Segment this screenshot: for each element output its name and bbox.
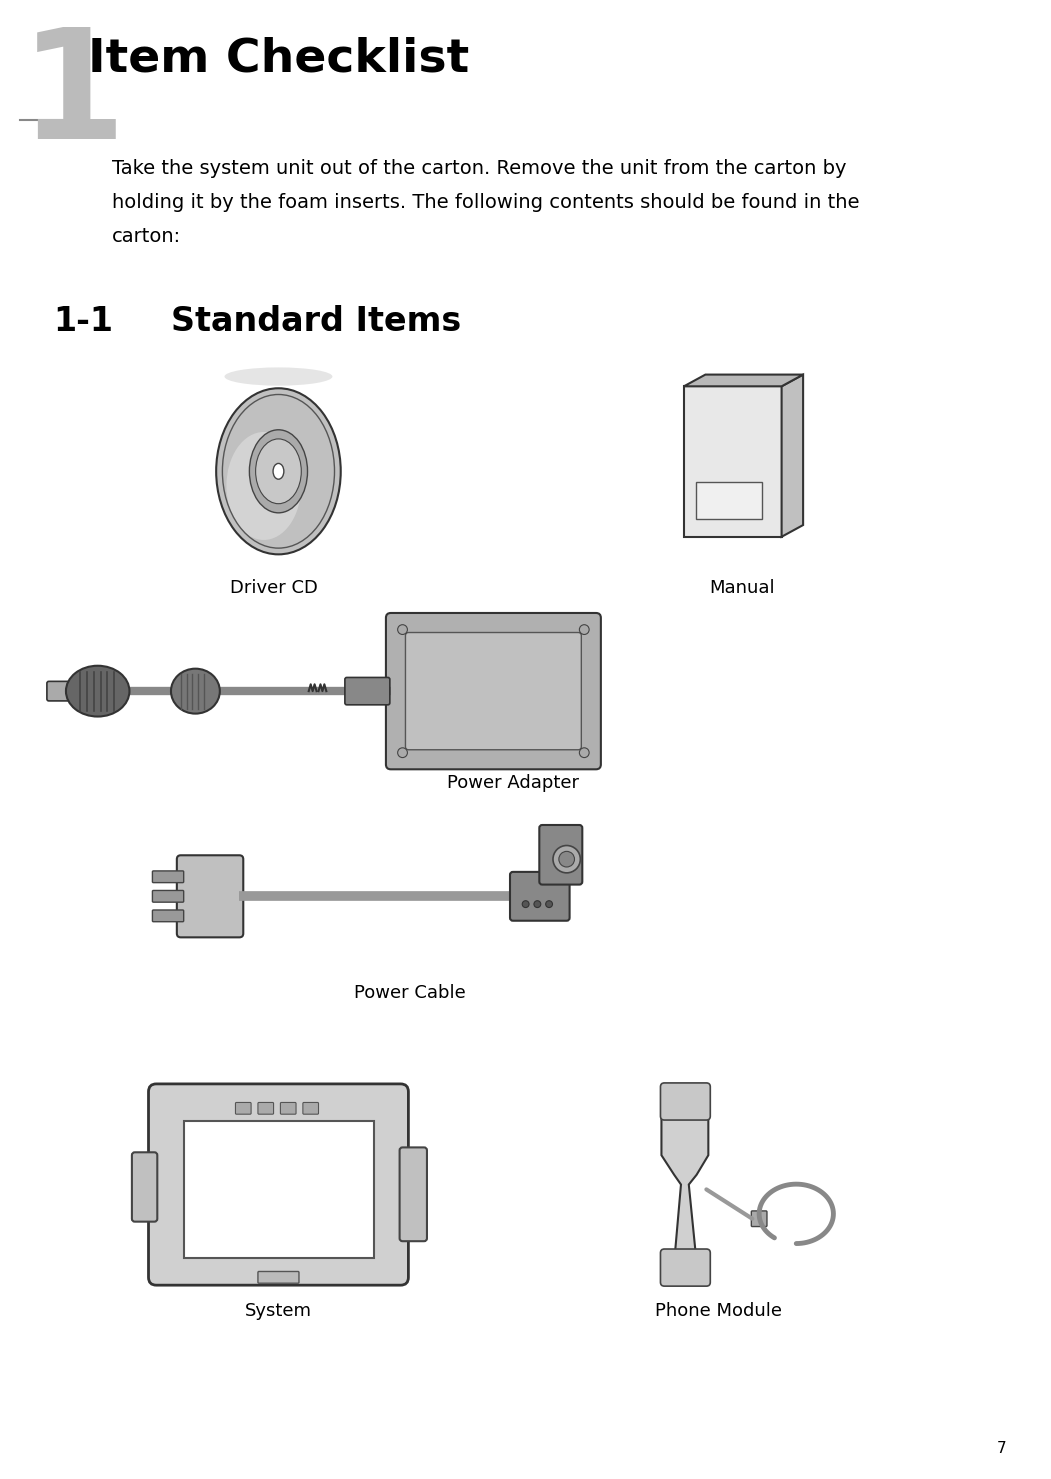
Ellipse shape xyxy=(225,367,332,386)
Text: holding it by the foam inserts. The following contents should be found in the: holding it by the foam inserts. The foll… xyxy=(112,192,860,211)
FancyBboxPatch shape xyxy=(660,1083,710,1120)
FancyBboxPatch shape xyxy=(660,1250,710,1287)
Circle shape xyxy=(579,748,590,757)
Circle shape xyxy=(553,846,580,873)
FancyBboxPatch shape xyxy=(257,1272,298,1284)
Polygon shape xyxy=(684,374,803,386)
FancyBboxPatch shape xyxy=(406,633,581,750)
FancyBboxPatch shape xyxy=(235,1102,251,1114)
Text: Item Checklist: Item Checklist xyxy=(88,37,469,81)
FancyBboxPatch shape xyxy=(177,855,243,938)
Text: Manual: Manual xyxy=(709,578,776,598)
Text: Power Cable: Power Cable xyxy=(354,984,467,1003)
Text: Power Adapter: Power Adapter xyxy=(447,774,579,793)
FancyBboxPatch shape xyxy=(399,1148,427,1241)
Text: 7: 7 xyxy=(996,1442,1006,1457)
Text: 1: 1 xyxy=(20,22,126,172)
FancyBboxPatch shape xyxy=(152,890,184,902)
Text: Standard Items: Standard Items xyxy=(171,305,461,339)
FancyBboxPatch shape xyxy=(152,910,184,921)
Circle shape xyxy=(579,624,590,634)
Text: carton:: carton: xyxy=(112,228,182,246)
FancyBboxPatch shape xyxy=(510,873,570,921)
Text: Driver CD: Driver CD xyxy=(229,578,317,598)
FancyBboxPatch shape xyxy=(281,1102,296,1114)
FancyBboxPatch shape xyxy=(345,677,390,705)
Polygon shape xyxy=(661,1087,708,1282)
Circle shape xyxy=(397,624,408,634)
Ellipse shape xyxy=(226,432,302,540)
Bar xyxy=(184,1121,374,1257)
FancyBboxPatch shape xyxy=(751,1211,767,1226)
Ellipse shape xyxy=(66,666,129,716)
FancyBboxPatch shape xyxy=(386,612,601,769)
Circle shape xyxy=(559,852,575,867)
Circle shape xyxy=(397,748,408,757)
FancyBboxPatch shape xyxy=(303,1102,318,1114)
Ellipse shape xyxy=(217,389,341,555)
FancyBboxPatch shape xyxy=(152,871,184,883)
FancyBboxPatch shape xyxy=(257,1102,273,1114)
Ellipse shape xyxy=(255,439,302,504)
Polygon shape xyxy=(782,374,803,537)
Bar xyxy=(696,482,762,519)
FancyBboxPatch shape xyxy=(539,825,582,884)
Text: System: System xyxy=(245,1302,312,1319)
Ellipse shape xyxy=(171,669,220,713)
Text: Take the system unit out of the carton. Remove the unit from the carton by: Take the system unit out of the carton. … xyxy=(112,158,847,177)
Text: 1-1: 1-1 xyxy=(54,305,114,339)
Polygon shape xyxy=(684,386,782,537)
Ellipse shape xyxy=(273,463,284,479)
FancyBboxPatch shape xyxy=(47,682,85,701)
Text: Phone Module: Phone Module xyxy=(655,1302,782,1319)
FancyBboxPatch shape xyxy=(131,1152,158,1222)
Circle shape xyxy=(545,901,553,908)
FancyBboxPatch shape xyxy=(148,1084,409,1285)
Circle shape xyxy=(522,901,529,908)
Ellipse shape xyxy=(249,430,308,513)
Circle shape xyxy=(534,901,541,908)
